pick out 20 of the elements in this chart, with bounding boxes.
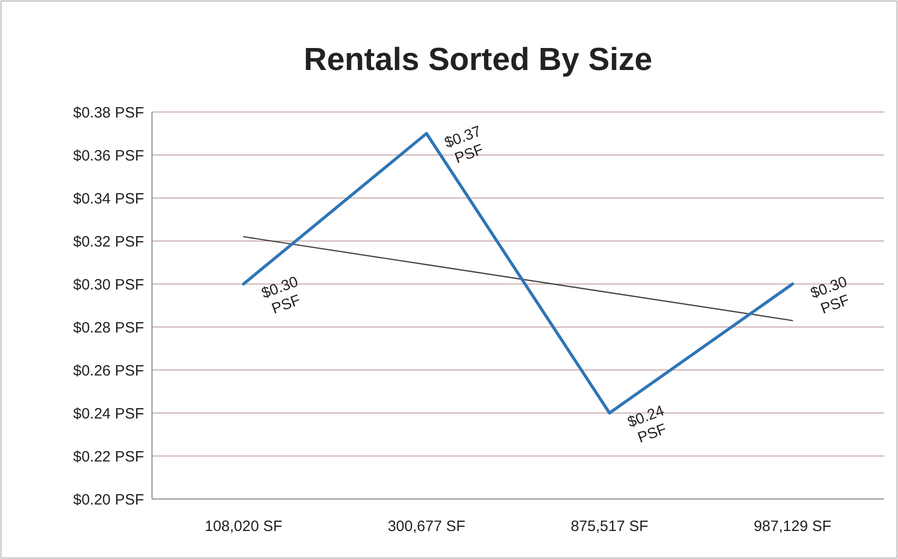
line-series xyxy=(242,236,794,322)
y-tick-label: $0.22 PSF xyxy=(73,448,144,466)
data-label: $0.37 PSF xyxy=(442,122,486,168)
y-tick-label: $0.20 PSF xyxy=(73,491,144,508)
y-tick-label: $0.28 PSF xyxy=(73,319,144,336)
y-tick-label: $0.30 PSF xyxy=(73,276,144,294)
x-tick-label: 875,517 SF xyxy=(570,518,648,535)
x-tick-label: 300,677 SF xyxy=(388,518,466,535)
data-label: $0.30 PSF xyxy=(808,273,852,318)
data-label: $0.30 PSF xyxy=(259,273,303,318)
y-tick-label: $0.34 PSF xyxy=(73,190,144,208)
chart-title: Rentals Sorted By Size xyxy=(304,41,652,77)
y-tick-label: $0.36 PSF xyxy=(73,147,144,164)
data-label: $0.24 PSF xyxy=(625,402,669,447)
x-tick-label: 987,129 SF xyxy=(754,518,832,535)
x-tick-label: 108,020 SF xyxy=(204,518,282,535)
y-tick-label: $0.38 PSF xyxy=(73,104,144,122)
y-tick-label: $0.32 PSF xyxy=(73,233,144,250)
y-tick-label: $0.24 PSF xyxy=(73,405,144,422)
y-tick-label: $0.26 PSF xyxy=(73,362,144,380)
